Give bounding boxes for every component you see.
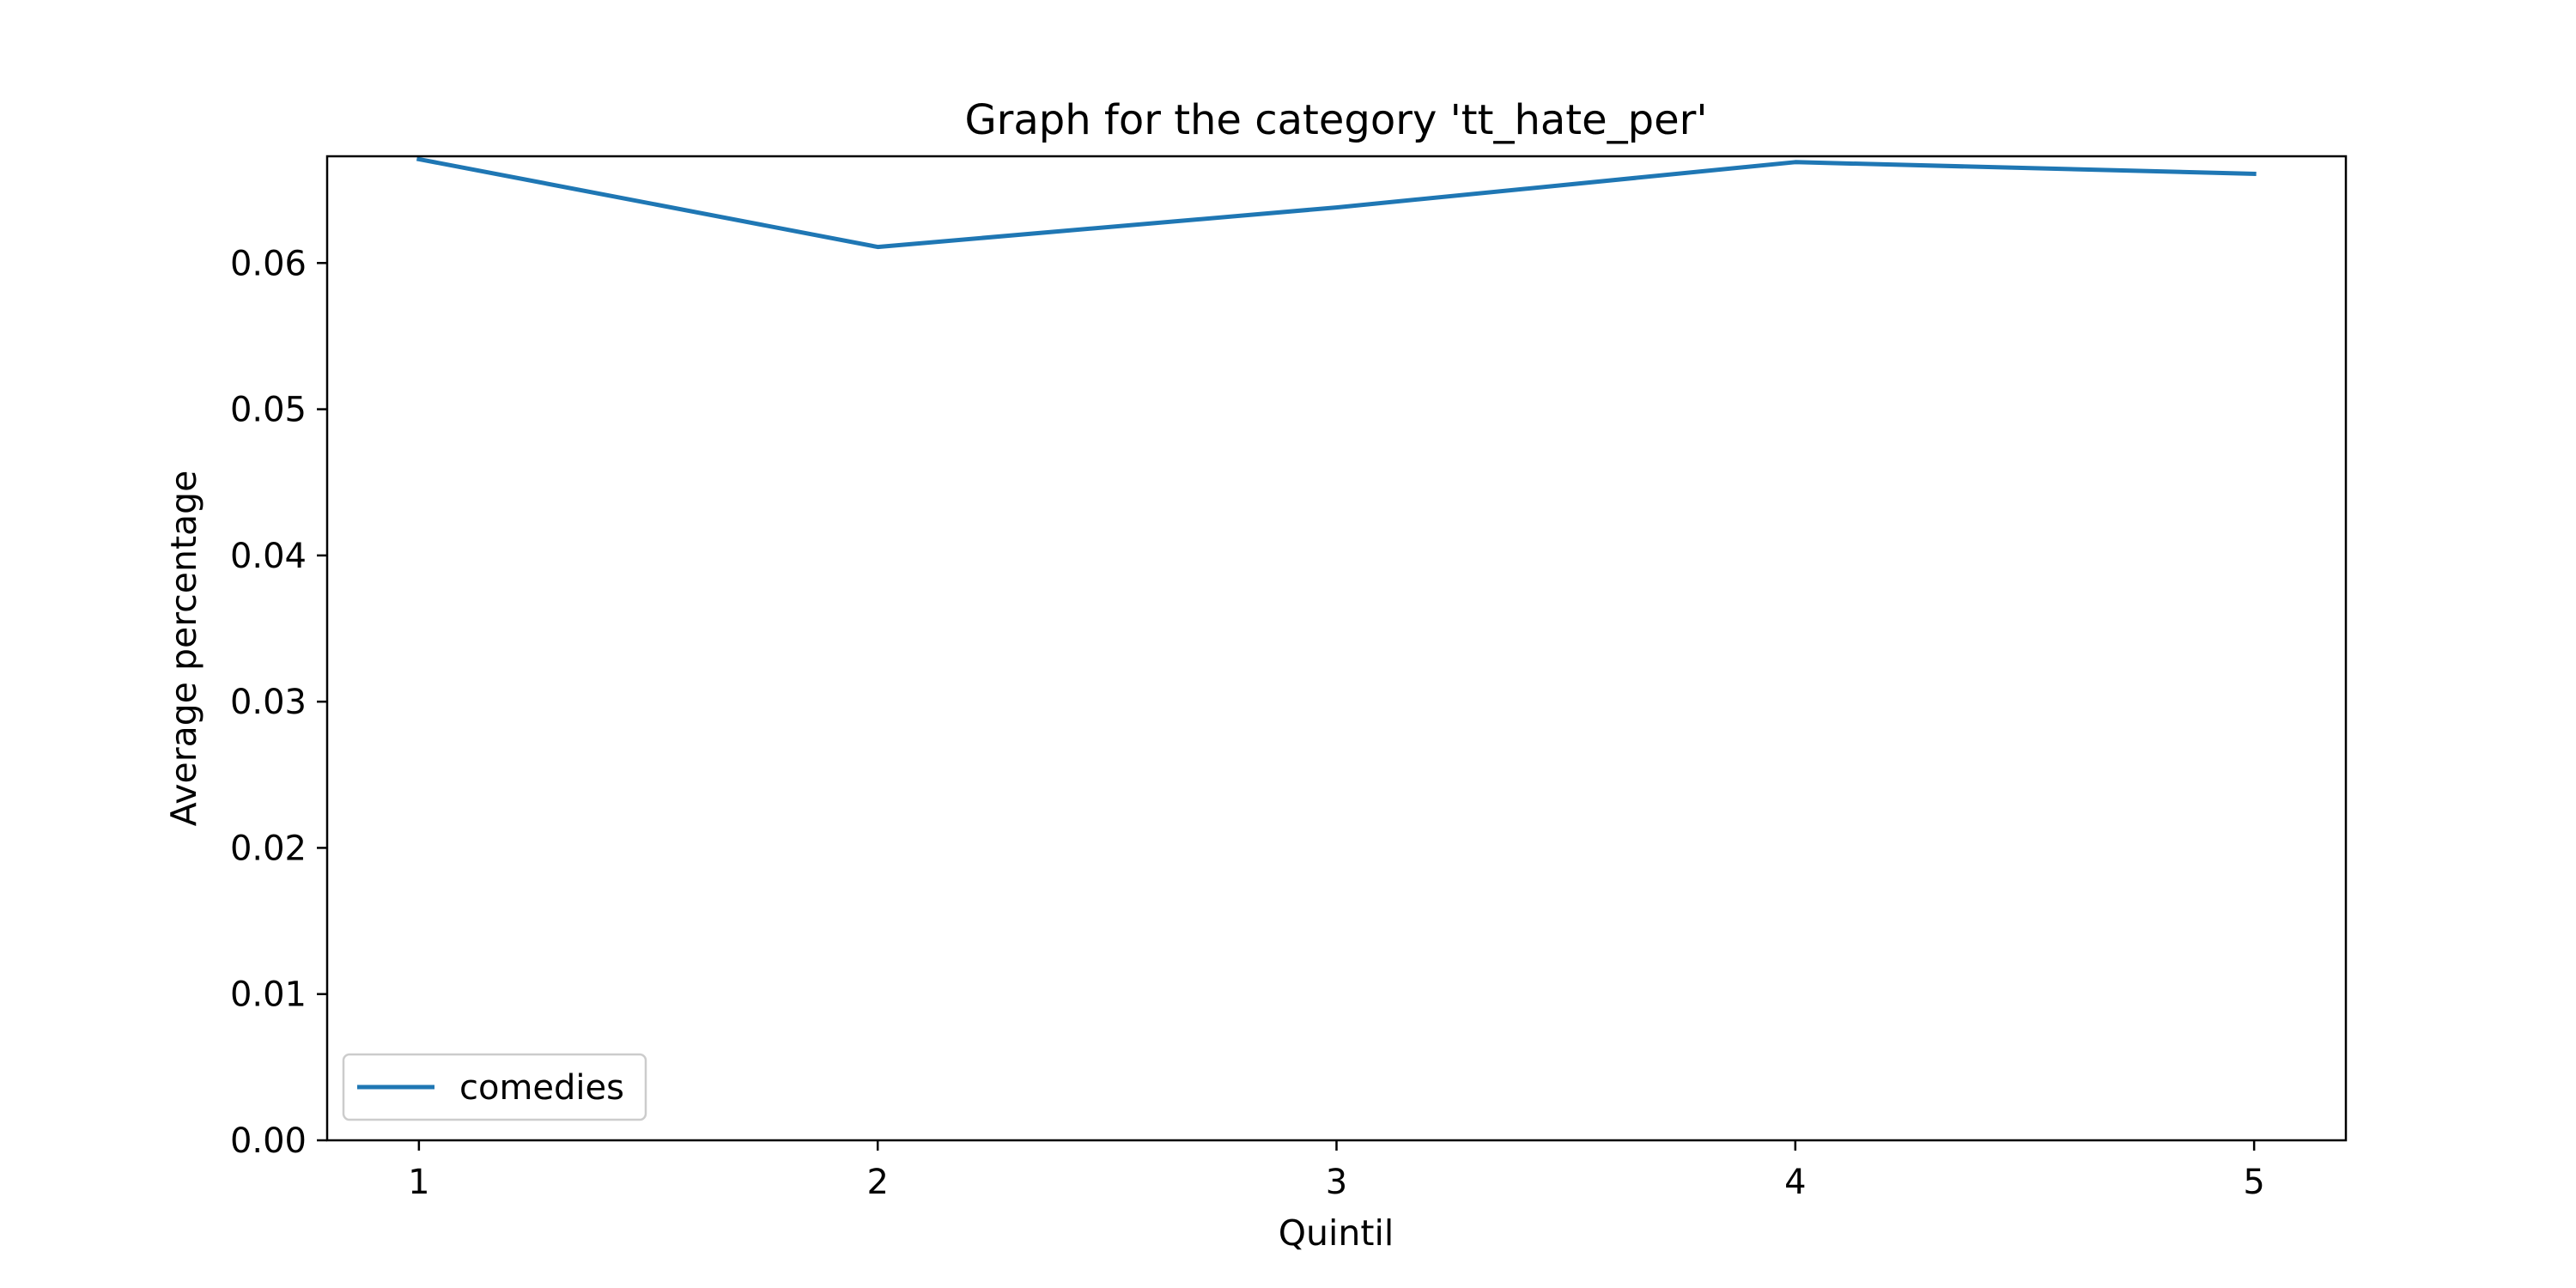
x-tick-label: 5: [2243, 1163, 2264, 1202]
series-layer: [416, 156, 2257, 250]
legend-label-comedies: comedies: [459, 1068, 624, 1108]
y-tick-label: 0.00: [230, 1121, 307, 1161]
x-tick-label: 1: [408, 1163, 429, 1202]
plot-area: [327, 156, 2346, 1140]
chart-title: Graph for the category 'tt_hate_per': [964, 96, 1707, 144]
y-tick-label: 0.05: [230, 391, 307, 430]
y-tick-label: 0.01: [230, 975, 307, 1015]
x-axis-ticks: 1 2 3 4 5: [408, 1140, 2265, 1202]
y-tick-label: 0.02: [230, 829, 307, 868]
y-tick-label: 0.06: [230, 244, 307, 283]
y-axis-label: Average percentage: [163, 471, 204, 827]
y-axis-ticks: 0.00 0.01 0.02 0.03 0.04 0.05 0.06: [230, 244, 327, 1161]
y-tick-label: 0.04: [230, 537, 307, 576]
x-tick-label: 3: [1326, 1163, 1347, 1202]
x-tick-label: 4: [1784, 1163, 1806, 1202]
plot-frame: [325, 155, 2348, 1142]
x-tick-label: 2: [866, 1163, 888, 1202]
legend: comedies: [342, 1053, 647, 1121]
x-axis-label: Quintil: [1279, 1212, 1394, 1254]
legend-box: [342, 1053, 647, 1121]
y-tick-label: 0.03: [230, 683, 307, 722]
